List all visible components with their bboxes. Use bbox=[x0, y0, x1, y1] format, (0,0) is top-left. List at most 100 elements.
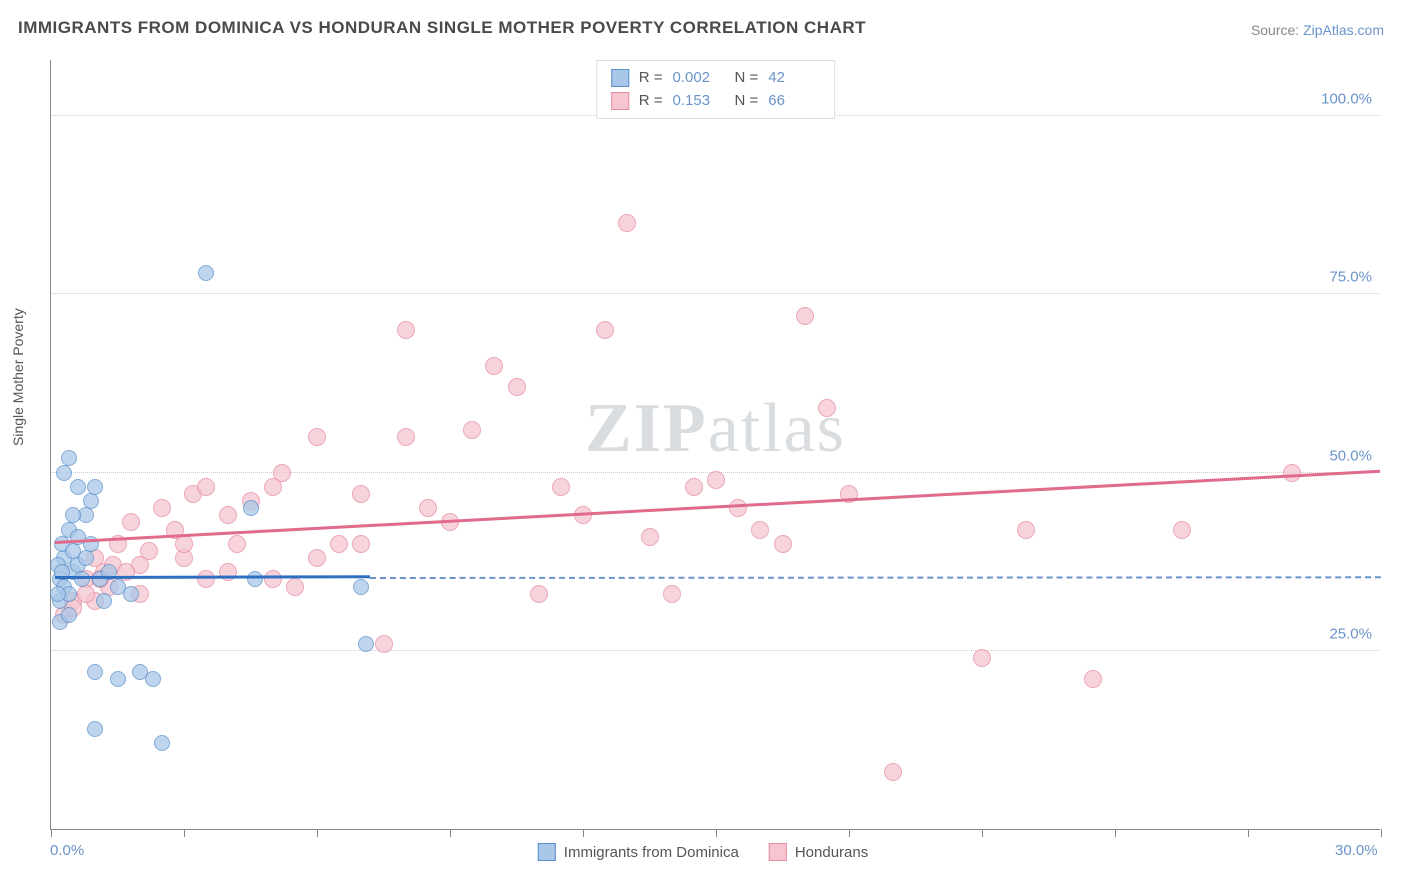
y-tick-label: 75.0% bbox=[1329, 269, 1372, 286]
data-point-dominica bbox=[56, 465, 72, 481]
data-point-honduran bbox=[618, 214, 636, 232]
data-point-honduran bbox=[153, 499, 171, 517]
data-point-dominica bbox=[358, 636, 374, 652]
data-point-honduran bbox=[397, 428, 415, 446]
data-point-dominica bbox=[50, 586, 66, 602]
data-point-honduran bbox=[352, 485, 370, 503]
data-point-honduran bbox=[530, 585, 548, 603]
data-point-honduran bbox=[308, 428, 326, 446]
data-point-dominica bbox=[87, 721, 103, 737]
data-point-dominica bbox=[70, 479, 86, 495]
gridline bbox=[51, 293, 1380, 294]
data-point-honduran bbox=[508, 378, 526, 396]
data-point-honduran bbox=[397, 321, 415, 339]
n-value-honduran: 66 bbox=[768, 90, 820, 113]
data-point-honduran bbox=[1283, 464, 1301, 482]
data-point-honduran bbox=[330, 535, 348, 553]
correlation-legend: R = 0.002 N = 42 R = 0.153 N = 66 bbox=[596, 60, 836, 119]
data-point-dominica bbox=[353, 579, 369, 595]
data-point-dominica bbox=[198, 265, 214, 281]
r-value-honduran: 0.153 bbox=[673, 90, 725, 113]
swatch-honduran-icon bbox=[769, 843, 787, 861]
r-label: R = bbox=[639, 67, 663, 90]
swatch-dominica-icon bbox=[611, 69, 629, 87]
data-point-honduran bbox=[552, 478, 570, 496]
x-tick-mark bbox=[1381, 829, 1382, 837]
data-point-dominica bbox=[83, 493, 99, 509]
data-point-honduran bbox=[286, 578, 304, 596]
data-point-honduran bbox=[685, 478, 703, 496]
data-point-honduran bbox=[175, 535, 193, 553]
x-tick-mark bbox=[450, 829, 451, 837]
data-point-honduran bbox=[774, 535, 792, 553]
x-tick-label: 0.0% bbox=[50, 842, 84, 859]
legend-item-dominica: Immigrants from Dominica bbox=[538, 843, 739, 861]
r-label: R = bbox=[639, 90, 663, 113]
data-point-dominica bbox=[78, 550, 94, 566]
data-point-dominica bbox=[145, 671, 161, 687]
x-tick-mark bbox=[716, 829, 717, 837]
data-point-honduran bbox=[219, 563, 237, 581]
x-tick-label: 30.0% bbox=[1335, 842, 1378, 859]
legend-row-honduran: R = 0.153 N = 66 bbox=[611, 90, 821, 113]
data-point-honduran bbox=[122, 513, 140, 531]
x-tick-mark bbox=[184, 829, 185, 837]
data-point-honduran bbox=[140, 542, 158, 560]
data-point-dominica bbox=[74, 571, 90, 587]
x-tick-mark bbox=[849, 829, 850, 837]
series-label-honduran: Hondurans bbox=[795, 844, 868, 861]
series-label-dominica: Immigrants from Dominica bbox=[564, 844, 739, 861]
data-point-honduran bbox=[485, 357, 503, 375]
legend-row-dominica: R = 0.002 N = 42 bbox=[611, 67, 821, 90]
data-point-dominica bbox=[96, 593, 112, 609]
data-point-honduran bbox=[641, 528, 659, 546]
x-tick-mark bbox=[1248, 829, 1249, 837]
watermark: ZIPatlas bbox=[585, 389, 846, 469]
data-point-honduran bbox=[77, 585, 95, 603]
x-tick-mark bbox=[982, 829, 983, 837]
source-label: Source: bbox=[1251, 22, 1299, 38]
swatch-honduran-icon bbox=[611, 92, 629, 110]
watermark-main: ZIP bbox=[585, 390, 708, 467]
data-point-honduran bbox=[973, 649, 991, 667]
trend-dash-dominica bbox=[370, 576, 1381, 579]
y-axis-label: Single Mother Poverty bbox=[10, 308, 26, 446]
x-tick-mark bbox=[51, 829, 52, 837]
data-point-honduran bbox=[197, 478, 215, 496]
data-point-dominica bbox=[61, 607, 77, 623]
data-point-dominica bbox=[110, 671, 126, 687]
data-point-honduran bbox=[463, 421, 481, 439]
y-tick-label: 100.0% bbox=[1321, 91, 1372, 108]
data-point-honduran bbox=[419, 499, 437, 517]
data-point-honduran bbox=[375, 635, 393, 653]
data-point-dominica bbox=[123, 586, 139, 602]
gridline bbox=[51, 650, 1380, 651]
y-tick-label: 50.0% bbox=[1329, 447, 1372, 464]
data-point-honduran bbox=[707, 471, 725, 489]
r-value-dominica: 0.002 bbox=[673, 67, 725, 90]
data-point-honduran bbox=[264, 478, 282, 496]
source-value: ZipAtlas.com bbox=[1303, 22, 1384, 38]
data-point-honduran bbox=[219, 506, 237, 524]
data-point-honduran bbox=[818, 399, 836, 417]
data-point-dominica bbox=[87, 479, 103, 495]
data-point-dominica bbox=[65, 507, 81, 523]
data-point-honduran bbox=[796, 307, 814, 325]
data-point-honduran bbox=[197, 570, 215, 588]
source-attribution: Source: ZipAtlas.com bbox=[1251, 22, 1384, 38]
data-point-dominica bbox=[243, 500, 259, 516]
swatch-dominica-icon bbox=[538, 843, 556, 861]
x-tick-mark bbox=[1115, 829, 1116, 837]
data-point-honduran bbox=[751, 521, 769, 539]
x-tick-mark bbox=[583, 829, 584, 837]
data-point-honduran bbox=[884, 763, 902, 781]
data-point-honduran bbox=[663, 585, 681, 603]
n-label: N = bbox=[735, 90, 759, 113]
data-point-honduran bbox=[1017, 521, 1035, 539]
n-label: N = bbox=[735, 67, 759, 90]
data-point-honduran bbox=[1084, 670, 1102, 688]
data-point-dominica bbox=[247, 571, 263, 587]
data-point-honduran bbox=[729, 499, 747, 517]
legend-item-honduran: Hondurans bbox=[769, 843, 868, 861]
scatter-plot-area: ZIPatlas R = 0.002 N = 42 R = 0.153 N = … bbox=[50, 60, 1380, 830]
